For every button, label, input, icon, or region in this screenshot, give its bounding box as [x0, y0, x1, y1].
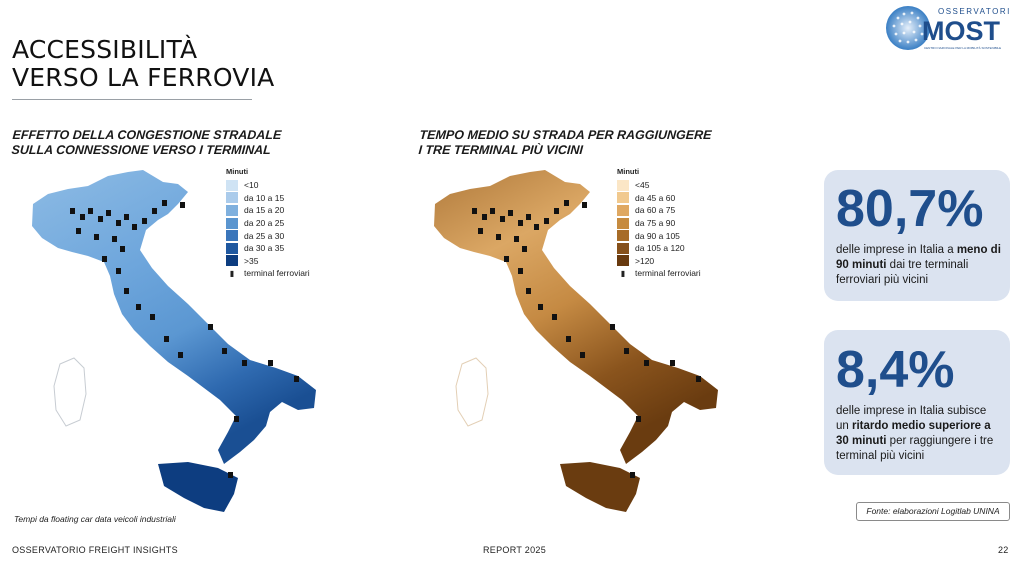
stat-highlight: ritardo medio superiore a 30 minuti [836, 420, 991, 447]
stat-card-2: 8,4% delle imprese in Italia subisce un … [824, 330, 1010, 475]
legend-label: terminal ferroviari [244, 268, 310, 279]
train-terminal-icon: ▮ [620, 268, 626, 278]
right-legend-title: Minuti [617, 167, 640, 176]
left-legend: Minuti <10 da 10 a 15 da 15 a 20 da 20 a… [226, 167, 310, 280]
legend-item: da 75 a 90 [617, 217, 701, 230]
right-italy-map [434, 170, 718, 512]
source-note: Fonte: elaborazioni Logitlab UNINA [856, 502, 1010, 521]
left-map-note: Tempi da floating car data veicoli indus… [14, 514, 176, 524]
left-legend-title: Minuti [226, 167, 249, 176]
legend-swatch [617, 242, 629, 254]
legend-item: da 20 a 25 [226, 217, 310, 230]
terminal-markers [70, 200, 299, 478]
legend-swatch [226, 242, 238, 254]
train-terminal-icon: ▮ [229, 268, 235, 278]
legend-swatch [617, 204, 629, 216]
page-title: ACCESSIBILITÀ VERSO LA FERROVIA [12, 36, 274, 92]
sicily-shape [158, 462, 238, 512]
peninsula-shape [434, 170, 718, 464]
globe-icon [886, 6, 930, 50]
legend-item: >120 [617, 255, 701, 268]
legend-swatch [226, 179, 238, 191]
legend-item-terminal: ▮ terminal ferroviari [226, 267, 310, 280]
legend-label: da 30 a 35 [244, 243, 285, 254]
stat-card-1: 80,7% delle imprese in Italia a meno di … [824, 170, 1010, 301]
legend-label: <10 [244, 180, 259, 191]
legend-item: da 45 a 60 [617, 192, 701, 205]
sardinia-shape [53, 357, 87, 427]
stat-description: delle imprese in Italia a meno di 90 min… [836, 243, 1002, 288]
legend-item: da 15 a 20 [226, 204, 310, 217]
legend-item: >35 [226, 255, 310, 268]
right-subtitle-line1: TEMPO MEDIO SU STRADA PER RAGGIUNGERE [419, 128, 712, 142]
legend-label: da 15 a 20 [244, 205, 285, 216]
legend-swatch [226, 204, 238, 216]
logo-main-text: MOST [922, 16, 1001, 46]
sardinia-shape [455, 357, 489, 427]
stat-value: 8,4% [836, 341, 955, 399]
legend-label: da 25 a 30 [244, 230, 285, 241]
right-legend: Minuti <45 da 45 a 60 da 60 a 75 da 75 a… [617, 167, 701, 280]
left-subtitle-line2: SULLA CONNESSIONE VERSO I TERMINAL [11, 143, 272, 157]
legend-label: da 45 a 60 [635, 192, 676, 203]
legend-label: >35 [244, 255, 259, 266]
legend-label: <45 [635, 180, 650, 191]
stat-text: per raggiungere i tre terminal più vicin… [836, 435, 994, 462]
legend-label: >120 [635, 255, 655, 266]
legend-label: terminal ferroviari [635, 268, 701, 279]
stat-highlight: meno di 90 minuti [836, 244, 1001, 271]
legend-swatch [617, 217, 629, 229]
legend-swatch [226, 192, 238, 204]
page-number: 22 [998, 545, 1009, 555]
legend-item: da 10 a 15 [226, 192, 310, 205]
footer-center: REPORT 2025 [483, 545, 546, 555]
legend-item-terminal: ▮ terminal ferroviari [617, 267, 701, 280]
legend-item: da 105 a 120 [617, 242, 701, 255]
logo-top-text: OSSERVATORI [938, 7, 1010, 16]
left-italy-map [32, 170, 316, 512]
sicily-shape [560, 462, 640, 512]
legend-swatch [226, 230, 238, 242]
terminal-markers [472, 200, 701, 478]
legend-swatch [617, 192, 629, 204]
legend-swatch [617, 179, 629, 191]
legend-label: da 20 a 25 [244, 218, 285, 229]
peninsula-shape [32, 170, 316, 464]
page-title-line1: ACCESSIBILITÀ [12, 35, 198, 64]
stat-text: delle imprese in Italia a [836, 244, 957, 256]
legend-swatch [617, 255, 629, 267]
page-title-line2: VERSO LA FERROVIA [12, 63, 275, 92]
left-subtitle-line1: EFFETTO DELLA CONGESTIONE STRADALE [12, 128, 282, 142]
legend-label: da 75 a 90 [635, 218, 676, 229]
legend-swatch [226, 255, 238, 267]
logo-caption-text: CENTRO NAZIONALE PER LA MOBILITÀ SOSTENI… [924, 46, 1001, 50]
legend-swatch [617, 230, 629, 242]
legend-item: <10 [226, 179, 310, 192]
footer-left: OSSERVATORIO FREIGHT INSIGHTS [12, 545, 178, 555]
osservatori-most-logo: OSSERVATORI MOST CENTRO NAZIONALE PER LA… [886, 6, 1010, 50]
stat-description: delle imprese in Italia subisce un ritar… [836, 404, 1002, 464]
stat-text: delle imprese in Italia subisce un [836, 405, 987, 432]
legend-label: da 10 a 15 [244, 192, 285, 203]
stat-text: dai tre terminali ferroviari più vicini [836, 259, 969, 286]
legend-label: da 60 a 75 [635, 205, 676, 216]
title-divider [12, 99, 252, 100]
legend-label: da 105 a 120 [635, 243, 685, 254]
legend-item: da 90 a 105 [617, 229, 701, 242]
legend-swatch [226, 217, 238, 229]
legend-item: da 30 a 35 [226, 242, 310, 255]
legend-item: da 25 a 30 [226, 229, 310, 242]
stat-value: 80,7% [836, 180, 984, 238]
legend-label: da 90 a 105 [635, 230, 680, 241]
legend-item: da 60 a 75 [617, 204, 701, 217]
legend-item: <45 [617, 179, 701, 192]
left-map-subtitle: EFFETTO DELLA CONGESTIONE STRADALE SULLA… [11, 128, 282, 158]
right-subtitle-line2: I TRE TERMINAL PIÙ VICINI [418, 143, 584, 157]
right-map-subtitle: TEMPO MEDIO SU STRADA PER RAGGIUNGERE I … [418, 128, 712, 158]
